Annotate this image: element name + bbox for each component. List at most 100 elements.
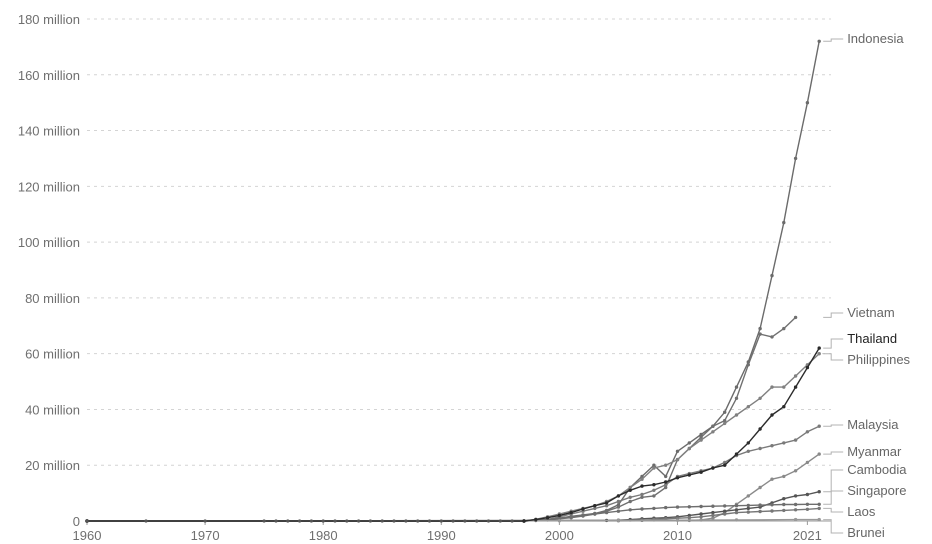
data-point xyxy=(675,457,680,462)
data-point xyxy=(675,476,680,480)
data-point xyxy=(616,494,621,498)
data-point xyxy=(699,432,703,437)
data-point xyxy=(286,519,290,523)
label-leader-cambodia xyxy=(823,469,844,493)
data-point xyxy=(770,413,774,417)
data-point xyxy=(758,326,762,331)
data-point xyxy=(770,503,774,507)
data-point xyxy=(805,492,810,497)
data-point xyxy=(746,449,750,453)
data-point xyxy=(746,506,750,511)
data-point xyxy=(782,497,786,501)
series-line-cambodia xyxy=(86,491,820,522)
series-label-malaysia: Malaysia xyxy=(847,417,899,432)
x-tick-label: 1960 xyxy=(73,528,102,543)
data-point xyxy=(734,452,739,456)
data-point xyxy=(734,413,739,417)
data-point xyxy=(699,512,703,516)
data-point xyxy=(734,396,739,400)
data-point xyxy=(581,507,585,511)
data-point xyxy=(416,519,420,523)
data-point xyxy=(723,418,727,423)
baseline-markers xyxy=(85,519,514,523)
series-indonesia xyxy=(85,39,821,523)
series-label-vietnam: Vietnam xyxy=(847,305,894,320)
data-point xyxy=(699,435,703,439)
data-point xyxy=(640,492,644,497)
data-point xyxy=(793,517,798,522)
data-point xyxy=(770,509,774,513)
y-axis: 0 20 million 40 million 60 million 80 millio… xyxy=(18,12,80,529)
series-line-indonesia xyxy=(87,41,820,522)
data-point xyxy=(628,508,632,512)
data-point xyxy=(758,332,762,336)
y-tick-label: 140 million xyxy=(18,124,80,139)
data-point xyxy=(687,446,691,451)
label-leader-singapore xyxy=(823,490,844,505)
data-point xyxy=(746,405,750,409)
data-point xyxy=(805,507,810,511)
series-label-laos: Laos xyxy=(847,504,876,519)
data-point xyxy=(805,460,810,465)
data-point xyxy=(793,502,798,507)
data-point xyxy=(734,504,739,508)
data-point xyxy=(770,385,774,389)
data-point xyxy=(652,466,656,470)
series-label-indonesia: Indonesia xyxy=(847,31,904,46)
data-point xyxy=(569,515,573,519)
data-point xyxy=(640,477,644,481)
data-point xyxy=(734,518,739,522)
data-point xyxy=(746,494,750,498)
data-point xyxy=(380,519,384,523)
y-tick-label: 180 million xyxy=(18,12,80,27)
data-point xyxy=(746,441,750,445)
y-tick-label: 20 million xyxy=(25,458,80,473)
y-tick-label: 80 million xyxy=(25,291,80,306)
data-point xyxy=(805,365,810,370)
data-point xyxy=(664,483,668,487)
x-tick-label: 2000 xyxy=(545,528,574,543)
data-point xyxy=(144,519,148,523)
data-point xyxy=(711,504,715,508)
data-point xyxy=(782,385,786,389)
series-line-philippines xyxy=(87,353,820,522)
data-point xyxy=(817,502,821,506)
data-point xyxy=(782,502,786,507)
data-point xyxy=(793,508,798,512)
data-point xyxy=(782,474,786,479)
data-point xyxy=(486,519,491,523)
data-point xyxy=(758,485,762,490)
data-point xyxy=(687,505,691,509)
series-label-singapore: Singapore xyxy=(847,483,906,498)
data-point xyxy=(427,519,432,523)
y-tick-label: 0 xyxy=(73,514,80,529)
data-point xyxy=(593,504,597,508)
data-point xyxy=(652,483,656,487)
data-point xyxy=(817,346,821,350)
data-point xyxy=(699,438,703,442)
data-point xyxy=(723,460,727,465)
data-point xyxy=(723,410,727,414)
data-point xyxy=(664,474,668,479)
x-tick-label: 1970 xyxy=(191,528,220,543)
data-point xyxy=(793,385,798,389)
data-point xyxy=(723,421,727,426)
data-point xyxy=(262,519,266,523)
data-point xyxy=(475,519,479,523)
label-leader-indonesia xyxy=(823,38,844,42)
series-line-vietnam xyxy=(87,316,797,522)
label-leader-thailand xyxy=(823,338,844,349)
data-point xyxy=(770,444,774,448)
data-point xyxy=(604,504,609,508)
data-point xyxy=(817,490,821,494)
data-point xyxy=(805,101,810,105)
series-line-myanmar xyxy=(86,453,820,522)
series-thailand xyxy=(85,346,821,523)
y-tick-label: 160 million xyxy=(18,68,80,83)
label-leader-laos xyxy=(823,507,844,513)
data-point xyxy=(687,516,691,520)
data-point xyxy=(203,519,207,523)
data-point xyxy=(758,509,762,514)
data-point xyxy=(510,519,514,523)
